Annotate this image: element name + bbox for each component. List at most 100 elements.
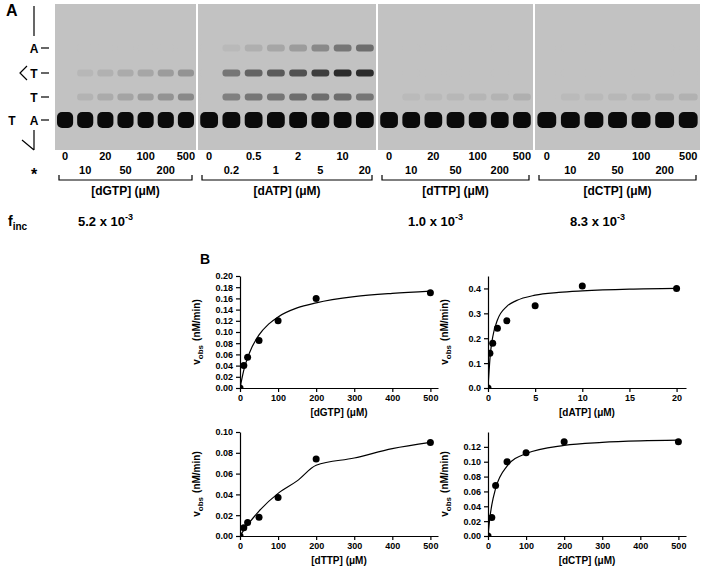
tick-mark: [484, 462, 488, 463]
primer-band: [57, 112, 73, 128]
tick-label: 0.10: [215, 327, 233, 337]
tick: 0.08: [215, 448, 240, 458]
tick-mark: [484, 536, 488, 537]
lane-label: 1: [273, 164, 279, 176]
product-band: [311, 45, 329, 52]
tick: 0.14: [215, 305, 240, 315]
tick-mark: [484, 313, 488, 314]
tick-label: 500: [423, 541, 438, 551]
primer-band: [117, 112, 133, 128]
lane-label: 20: [427, 150, 439, 162]
data-point: [523, 449, 530, 456]
tick: 400: [633, 536, 648, 551]
product-band: [632, 94, 651, 101]
tick-mark: [430, 536, 431, 540]
tick: 0.10: [463, 457, 488, 467]
product-band: [222, 94, 240, 101]
product-band: [245, 94, 263, 101]
tick: 0.18: [215, 283, 240, 293]
y-axis-title: vobs(nM/min): [439, 299, 453, 364]
bulge-mark: [20, 66, 27, 80]
tick-label: 0.06: [463, 487, 481, 497]
tick: 200: [309, 536, 324, 551]
plot-data: [240, 439, 434, 536]
tick: 0.08: [215, 339, 240, 349]
tick-label: 0.04: [215, 490, 233, 500]
product-band: [513, 45, 531, 52]
tick: 0.3: [468, 309, 488, 319]
data-point: [240, 533, 244, 537]
axis-line: [489, 536, 687, 537]
product-band: [425, 70, 443, 77]
product-band: [138, 94, 154, 101]
tick: 0.02: [215, 372, 240, 382]
primer-band: [380, 112, 398, 128]
tick: 0.12: [463, 442, 488, 452]
tick-label: 0.08: [215, 339, 233, 349]
product-band: [138, 70, 154, 77]
tick: 0.06: [215, 469, 240, 479]
data-point: [488, 385, 492, 389]
product-band: [632, 70, 651, 77]
tick-label: 200: [309, 393, 324, 403]
tick-label: 0.08: [215, 448, 233, 458]
data-point: [488, 533, 492, 537]
lane-label: 0: [62, 150, 68, 162]
product-band: [178, 94, 194, 101]
y-title-unit: (nM/min): [191, 299, 202, 341]
f-inc-mantissa: 8.3 x 10: [570, 214, 617, 229]
tick-mark: [316, 536, 317, 540]
data-point: [244, 354, 251, 361]
tick-mark: [236, 494, 240, 495]
tick-mark: [484, 363, 488, 364]
lane-label: 10: [564, 164, 576, 176]
x-axis: 0100200300400500: [238, 536, 439, 551]
tick-label: 15: [625, 393, 635, 403]
y-title-sub: obs: [196, 496, 205, 511]
fit-curve: [488, 288, 677, 388]
group-bracket: [539, 175, 696, 180]
tick-label: 0.06: [215, 350, 233, 360]
plot-data: [240, 289, 434, 388]
product-band: [608, 94, 627, 101]
tick: 5: [533, 388, 538, 403]
product-band: [117, 45, 133, 52]
axis-line: [241, 536, 439, 537]
y-axis-title: vobs(nM/min): [191, 451, 205, 516]
plot-data: [488, 282, 680, 388]
product-band: [356, 45, 374, 52]
tick: 300: [595, 536, 610, 551]
data-point: [561, 438, 568, 445]
tick-mark: [484, 476, 488, 477]
y-axis: 0.000.020.040.060.080.100.12: [463, 433, 488, 542]
tick-label: 400: [633, 541, 648, 551]
tick-mark: [236, 377, 240, 378]
tick: 0.00: [463, 531, 488, 541]
tick-mark: [430, 388, 431, 392]
tick: 500: [423, 536, 438, 551]
tick: 200: [557, 536, 572, 551]
kinetic-plot: 01002003004005000.000.020.040.060.080.10…: [191, 427, 439, 566]
tick-mark: [392, 388, 393, 392]
tick-label: 500: [671, 541, 686, 551]
product-band: [200, 94, 218, 101]
primer-band: [178, 112, 194, 128]
primer-band: [222, 112, 240, 128]
tick-label: 0.04: [463, 502, 481, 512]
product-band: [77, 45, 93, 52]
data-point: [240, 362, 247, 369]
primer-band: [655, 112, 674, 128]
tick: 0.00: [215, 383, 240, 393]
tick: 300: [347, 536, 362, 551]
primer-band: [537, 112, 556, 128]
lane-label: 0.2: [224, 164, 239, 176]
tick-mark: [278, 536, 279, 540]
tick-mark: [236, 432, 240, 433]
product-band: [380, 94, 398, 101]
figure: ABATTAT*0102050100200500[dGTP] (μM)5.2 x…: [0, 0, 702, 572]
gel-group: 0102050100200500[dTTP] (μM)1.0 x 10-3: [378, 4, 533, 229]
lane-label: 100: [632, 150, 650, 162]
tick-mark: [564, 536, 565, 540]
gel-background: [55, 4, 196, 150]
strand-line: [33, 6, 34, 36]
